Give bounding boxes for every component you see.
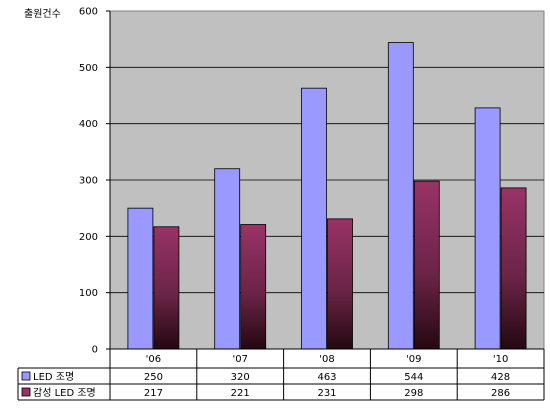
bar-led [387, 42, 414, 350]
data-label: 217 [144, 388, 163, 399]
y-tick-label: 600 [79, 7, 98, 18]
y-tick-label: 100 [79, 288, 98, 299]
bar-led [301, 87, 327, 350]
legend-label: 감성 LED 조명 [33, 387, 96, 399]
bar-emotional-led [240, 224, 267, 350]
x-tick-label: '07 [232, 354, 247, 365]
data-label: 250 [144, 372, 163, 383]
legend-label: LED 조명 [33, 371, 74, 383]
data-label: 231 [317, 388, 336, 399]
x-tick-label: '10 [493, 354, 508, 365]
y-tick-label: 300 [79, 176, 98, 187]
data-label: 298 [404, 388, 423, 399]
bar-led [474, 107, 501, 350]
y-tick-label: 0 [92, 345, 98, 356]
bar-emotional-led [500, 187, 527, 350]
y-tick-label: 500 [79, 63, 98, 74]
data-label: 463 [317, 372, 336, 383]
data-label: 428 [491, 372, 510, 383]
data-label: 320 [231, 372, 250, 383]
y-tick-label: 400 [79, 119, 98, 130]
legend-key [21, 371, 31, 381]
bar-emotional-led [327, 218, 353, 350]
bar-emotional-led [153, 226, 180, 350]
bar-emotional-led [413, 180, 440, 350]
x-tick-label: '08 [319, 354, 334, 365]
x-tick-label: '06 [146, 354, 161, 365]
bar-led [214, 168, 241, 350]
y-axis-label: 출원건수 [24, 9, 61, 20]
x-tick-label: '09 [406, 354, 421, 365]
legend-key [21, 387, 31, 397]
data-label: 221 [231, 388, 250, 399]
data-label: 544 [404, 372, 423, 383]
y-tick-label: 200 [79, 232, 98, 243]
data-label: 286 [491, 388, 510, 399]
bar-led [127, 207, 154, 350]
